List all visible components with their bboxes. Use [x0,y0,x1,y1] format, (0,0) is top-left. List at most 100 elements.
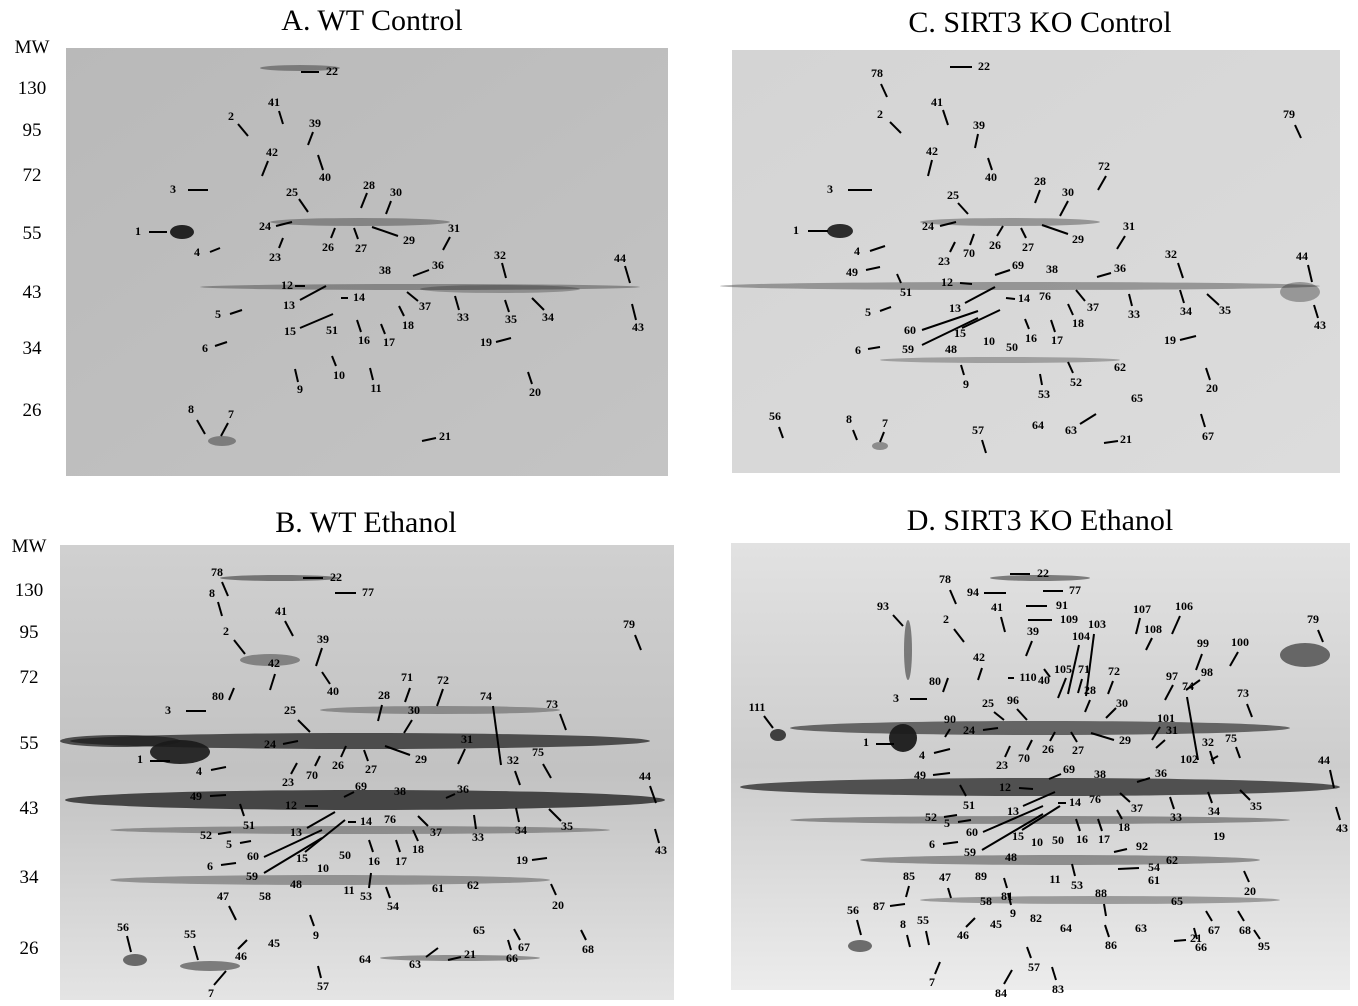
spot-label: 67 [1202,429,1214,443]
gel-spot [848,940,872,952]
spot-label: 50 [1006,340,1018,354]
spot-label: 52 [925,810,937,824]
spot-label: 56 [769,409,781,423]
spot-label: 90 [944,712,956,726]
spot-label: 40 [319,170,331,184]
spot-label: 56 [847,903,859,917]
spot-label: 7 [208,986,214,1000]
spot-label: 35 [1219,303,1231,317]
spot-label: 36 [432,258,444,272]
spot-label: 20 [552,898,564,912]
spot-label: 27 [1022,240,1034,254]
spot-label: 33 [1128,307,1140,321]
spot-label: 23 [282,775,294,789]
spot-label: 78 [939,572,951,586]
gel-spot [270,218,450,226]
spot-label: 30 [1062,185,1074,199]
spot-label: 79 [1307,612,1319,626]
spot-label: 32 [1165,247,1177,261]
spot-label: 31 [1123,219,1135,233]
spot-label: 12 [999,780,1011,794]
spot-label: 13 [283,298,295,312]
spot-label: 65 [473,923,485,937]
gel-spot [740,778,1340,796]
gel-spot [790,721,1290,735]
spot-label: 3 [827,182,833,196]
spot-label: 59 [902,342,914,356]
spot-label: 74 [480,689,492,703]
mw-label: 72 [20,667,39,688]
spot-label: 18 [1118,820,1130,834]
leader-line [210,795,226,796]
spot-label: 53 [360,889,372,903]
spot-label: 7 [882,416,888,430]
spot-label: 107 [1133,602,1151,616]
gel-spot [770,729,786,741]
spot-label: 106 [1175,599,1193,613]
spot-label: 64 [359,952,371,966]
spot-label: 62 [467,878,479,892]
mw-label: 43 [20,798,39,819]
spot-label: 30 [1116,696,1128,710]
spot-label: 1 [137,752,143,766]
spot-label: 38 [394,784,406,798]
mw-label: 95 [23,120,42,141]
spot-label: 43 [655,843,667,857]
spot-label: 31 [1166,723,1178,737]
spot-label: 102 [1180,752,1198,766]
gel-spot [170,225,194,239]
spot-label: 8 [188,402,194,416]
spot-label: 29 [1119,733,1131,747]
panel-title: B. WT Ethanol [275,506,456,539]
spot-label: 27 [365,762,377,776]
spot-label: 57 [1028,960,1040,974]
spot-label: 51 [326,323,338,337]
spot-label: 55 [184,927,196,941]
mw-label: 55 [20,733,39,754]
spot-label: 2 [223,624,229,638]
spot-label: 33 [1170,810,1182,824]
leader-line [1006,298,1015,299]
spot-label: 36 [457,782,469,796]
spot-label: 109 [1060,612,1078,626]
spot-label: 39 [1027,624,1039,638]
spot-label: 87 [873,899,885,913]
spot-label: 82 [1030,911,1042,925]
spot-label: 9 [313,928,319,942]
spot-label: 4 [854,244,860,258]
spot-label: 2 [877,107,883,121]
gel-spot [1280,282,1320,302]
page-body: A. WT ControlMW1309572554334262241239424… [0,0,1358,1006]
spot-label: 35 [505,312,517,326]
spot-label: 5 [865,305,871,319]
spot-label: 31 [461,732,473,746]
spot-label: 9 [297,382,303,396]
spot-label: 51 [243,818,255,832]
spot-label: 42 [926,144,938,158]
leader-line [960,283,972,284]
spot-label: 50 [1052,833,1064,847]
gel-spot [904,620,912,680]
spot-label: 3 [893,691,899,705]
spot-label: 45 [268,936,280,950]
panel-title: D. SIRT3 KO Ethanol [907,504,1174,537]
spot-label: 37 [1131,801,1143,815]
mw-header: MW [15,37,50,58]
spot-label: 10 [333,368,345,382]
spot-label: 84 [995,986,1007,1000]
spot-label: 19 [516,853,528,867]
spot-label: 41 [268,95,280,109]
spot-label: 49 [190,789,202,803]
spot-label: 94 [967,585,979,599]
spot-label: 23 [938,254,950,268]
spot-label: 36 [1114,261,1126,275]
spot-label: 69 [1063,762,1075,776]
spot-label: 38 [379,263,391,277]
spot-label: 14 [1018,291,1030,305]
spot-label: 22 [330,570,342,584]
spot-label: 28 [363,178,375,192]
spot-label: 70 [306,768,318,782]
gel-spot [65,790,665,810]
page: 2D gel panels {"panels":[ {"title":"A. W… [0,0,1358,1006]
spot-label: 77 [1069,583,1081,597]
